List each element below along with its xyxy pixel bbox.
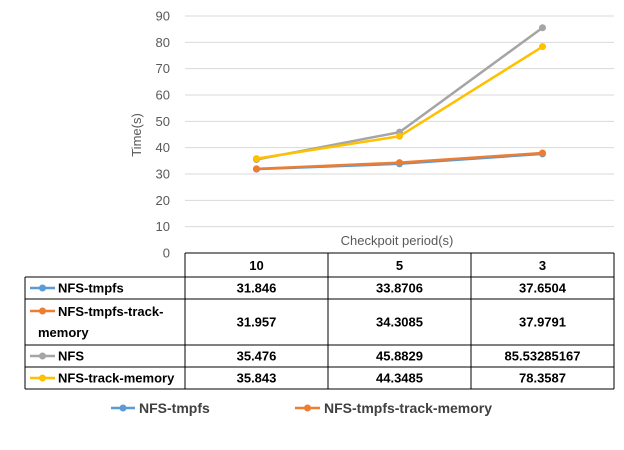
x-axis-title: Checkpoit period(s) — [341, 233, 454, 248]
legend-item: NFS-tmpfs — [111, 400, 210, 416]
table-row: NFS 35.476 45.8829 85.53285167 — [30, 349, 580, 364]
legend: NFS-tmpfs NFS-tmpfs-track-memory — [111, 400, 492, 416]
legend-label: NFS-tmpfs — [139, 400, 210, 416]
data-label: 37.9791 — [519, 315, 566, 330]
y-tick-label: 50 — [156, 114, 170, 129]
data-point — [396, 132, 403, 140]
data-point — [253, 165, 260, 173]
data-label: 78.3587 — [519, 371, 566, 386]
data-point — [539, 43, 546, 51]
y-tick-label: 20 — [156, 193, 170, 208]
y-tick-label: 70 — [156, 61, 170, 76]
data-label: 37.6504 — [519, 281, 567, 296]
y-tick-label: 40 — [156, 140, 170, 155]
y-axis-ticks: 0 10 20 30 40 50 60 70 80 90 — [156, 9, 170, 261]
legend-swatch-marker — [119, 404, 127, 412]
y-tick-label: 10 — [156, 219, 170, 234]
data-label: 33.8706 — [376, 281, 423, 296]
x-category-label: 10 — [249, 258, 263, 273]
legend-key-marker — [39, 284, 46, 292]
data-label: 85.53285167 — [505, 349, 581, 364]
legend-key-marker — [39, 374, 46, 382]
data-label: 35.476 — [237, 349, 277, 364]
legend-label: NFS-tmpfs-track-memory — [324, 400, 492, 416]
table-row: NFS-tmpfs 31.846 33.8706 37.6504 — [30, 281, 567, 296]
series-name: NFS-track-memory — [58, 371, 175, 386]
series-lines — [253, 24, 546, 173]
series-line — [256, 45, 544, 160]
legend-item: NFS-tmpfs-track-memory — [295, 400, 492, 416]
data-point — [253, 155, 260, 163]
data-label: 31.846 — [237, 281, 277, 296]
data-label: 34.3085 — [376, 315, 423, 330]
data-point — [396, 159, 403, 167]
y-tick-label: 80 — [156, 35, 170, 50]
y-tick-label: 90 — [156, 9, 170, 24]
y-tick-label: 30 — [156, 167, 170, 182]
x-category-label: 3 — [539, 258, 546, 273]
data-label: 45.8829 — [376, 349, 423, 364]
data-point — [539, 149, 546, 157]
legend-key-marker — [39, 352, 46, 360]
y-axis-title: Time(s) — [129, 113, 144, 157]
series-name: NFS — [58, 349, 84, 364]
series-line — [256, 26, 544, 161]
y-tick-label: 60 — [156, 88, 170, 103]
data-point — [539, 24, 546, 32]
table-row: NFS-tmpfs-track-memory 31.957 34.3085 37.97… — [30, 304, 566, 340]
legend-key-marker — [39, 307, 46, 315]
table-row: NFS-track-memory 35.843 44.3485 78.3587 — [30, 371, 566, 386]
data-label: 31.957 — [237, 315, 277, 330]
series-name: NFS-tmpfs — [58, 281, 124, 296]
series-name: NFS-tmpfs-track-memory — [38, 304, 163, 340]
x-category-label: 5 — [396, 258, 403, 273]
y-tick-label: 0 — [163, 246, 170, 261]
data-label: 44.3485 — [376, 371, 423, 386]
gridlines — [185, 15, 614, 228]
data-label: 35.843 — [237, 371, 277, 386]
legend-swatch-marker — [304, 404, 311, 412]
